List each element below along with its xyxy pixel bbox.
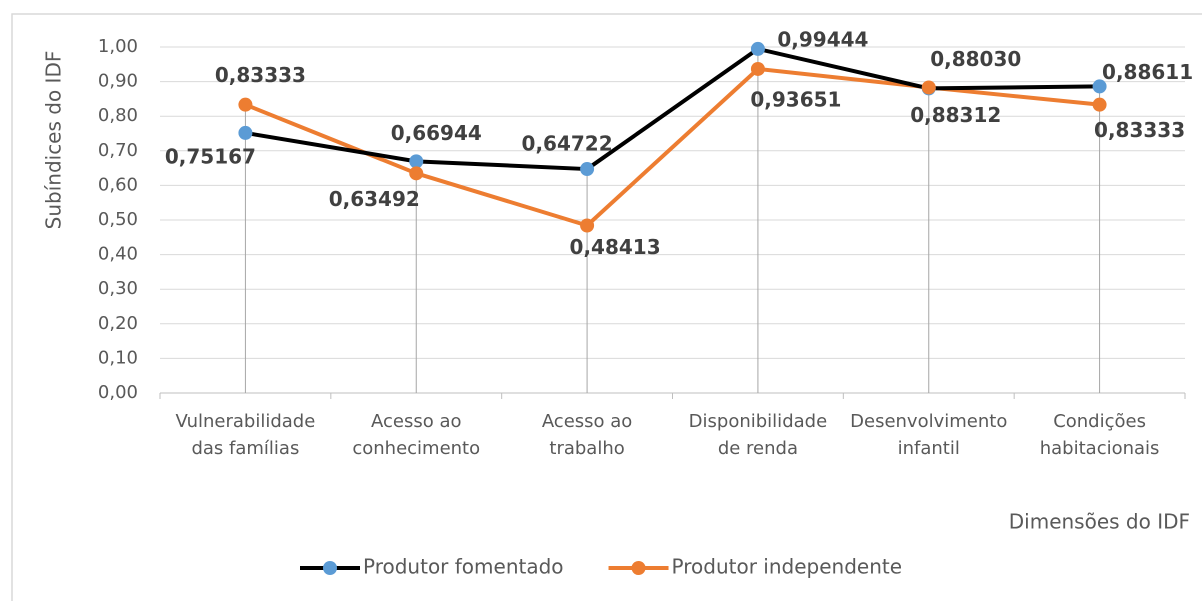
y-tick-label: 0,00 (98, 382, 138, 403)
point (409, 166, 424, 181)
x-tick-label: Desenvolvimento (850, 411, 1007, 432)
value-label: 0,99444 (777, 27, 868, 51)
value-label: 0,83333 (1094, 118, 1185, 142)
x-tick-label: infantil (898, 438, 960, 459)
x-tick-label: conhecimento (352, 438, 480, 459)
y-tick-label: 1,00 (98, 36, 138, 57)
y-tick-label: 0,90 (98, 71, 138, 92)
value-label: 0,48413 (570, 235, 661, 259)
value-label: 0,83333 (215, 63, 306, 87)
point (238, 97, 253, 112)
value-label: 0,93651 (750, 87, 841, 111)
y-tick-label: 0,20 (98, 313, 138, 334)
legend-label: Produtor independente (672, 555, 903, 579)
series-line (245, 46, 1100, 172)
series-line (244, 66, 1100, 228)
point (580, 218, 595, 233)
point (750, 61, 765, 76)
point (1092, 97, 1107, 112)
x-axis-title: Dimensões do IDF (1009, 510, 1190, 534)
x-tick-label: Acesso ao (542, 411, 633, 432)
value-label: 0,75167 (165, 144, 256, 168)
value-label: 0,64722 (522, 132, 613, 156)
x-tick-label: Acesso ao (371, 411, 462, 432)
point (750, 41, 765, 56)
y-tick-label: 0,60 (98, 174, 138, 195)
y-tick-label: 0,10 (98, 347, 138, 368)
x-tick-label: Condições (1053, 411, 1146, 432)
y-tick-label: 0,30 (98, 278, 138, 299)
legend-marker (631, 561, 646, 575)
point (409, 154, 424, 169)
value-label: 0,88030 (930, 47, 1021, 71)
point (921, 80, 936, 95)
x-tick-label: trabalho (549, 438, 624, 459)
point (1092, 79, 1107, 94)
y-tick-label: 0,80 (98, 105, 138, 126)
x-tick-label: Vulnerabilidade (176, 411, 316, 432)
legend-label: Produtor fomentado (363, 555, 564, 579)
chart-border (11, 13, 1202, 601)
point (580, 162, 595, 177)
value-label: 0,66944 (391, 121, 482, 145)
x-tick-label: Disponibilidade (689, 411, 827, 432)
y-tick-label: 0,40 (98, 244, 138, 265)
legend-marker (323, 561, 337, 575)
value-label: 0,63492 (329, 187, 420, 211)
point (238, 125, 253, 140)
value-label: 0,88312 (910, 103, 1001, 127)
value-label: 0,88611 (1102, 60, 1193, 84)
x-tick-label: de renda (718, 438, 798, 459)
y-axis-title: Subíndices do IDF (42, 51, 66, 230)
y-tick-label: 0,50 (98, 209, 138, 230)
y-tick-label: 0,70 (98, 140, 138, 161)
x-tick-label: habitacionais (1040, 438, 1160, 459)
x-tick-label: das famílias (191, 438, 299, 459)
